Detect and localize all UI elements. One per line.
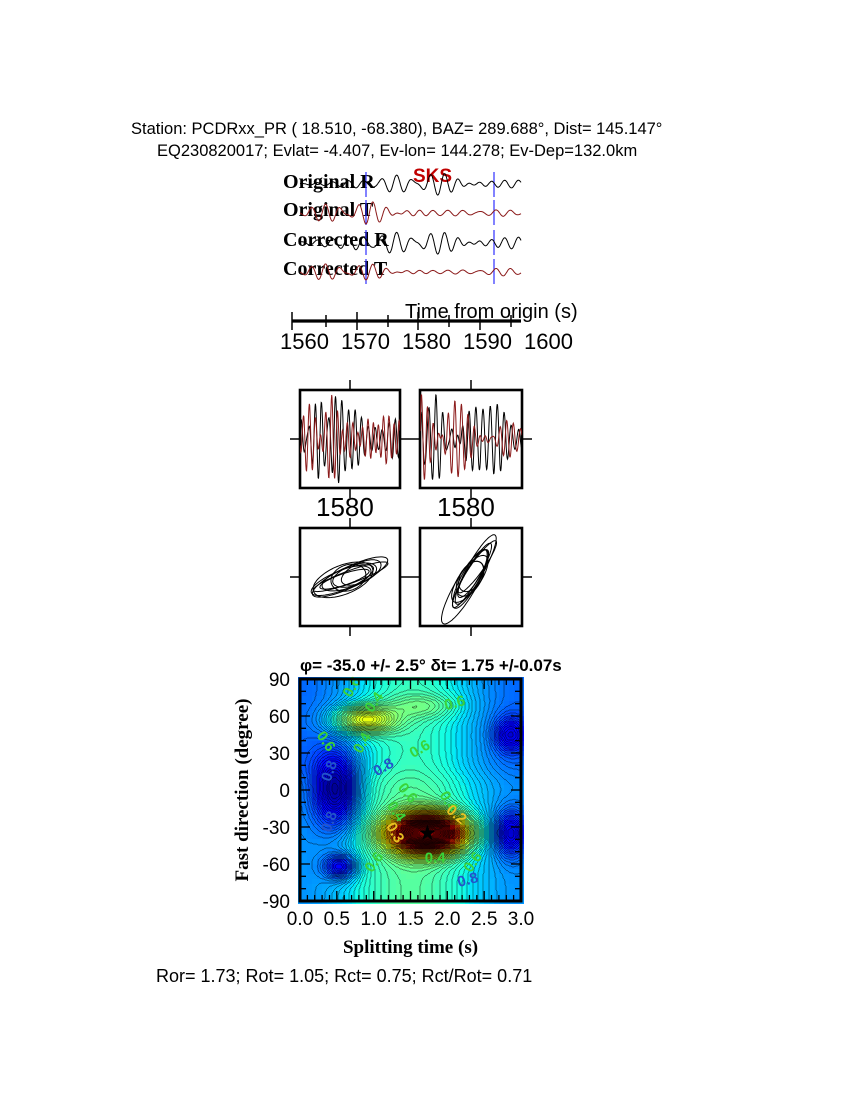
svg-text:φ= -35.0 +/- 2.5° δt= 1.75 +/: φ= -35.0 +/- 2.5° δt= 1.75 +/-0.07s [300,656,562,675]
svg-text:1580: 1580 [316,492,374,522]
svg-text:0.5: 0.5 [324,909,350,930]
svg-text:0.0: 0.0 [287,909,313,930]
svg-text:30: 30 [269,744,290,765]
svg-text:0: 0 [279,781,290,802]
svg-text:1580: 1580 [437,492,495,522]
svg-text:1570: 1570 [341,329,390,354]
svg-text:60: 60 [269,707,290,728]
svg-text:2.0: 2.0 [434,909,460,930]
svg-text:1590: 1590 [463,329,512,354]
svg-text:1.0: 1.0 [360,909,386,930]
svg-text:1580: 1580 [402,329,451,354]
svg-text:-90: -90 [263,892,290,913]
svg-text:1.5: 1.5 [397,909,423,930]
svg-text:0.4: 0.4 [425,849,447,866]
svg-text:90: 90 [269,670,290,691]
svg-text:Splitting time (s): Splitting time (s) [343,937,478,958]
svg-text:Fast direction (degree): Fast direction (degree) [232,699,253,882]
svg-text:-60: -60 [263,855,290,876]
svg-text:Corrected T: Corrected T [283,258,388,280]
svg-text:2.5: 2.5 [471,909,497,930]
svg-text:3.0: 3.0 [508,909,534,930]
svg-text:1600: 1600 [524,329,573,354]
svg-text:1560: 1560 [280,329,329,354]
svg-text:-30: -30 [263,818,290,839]
